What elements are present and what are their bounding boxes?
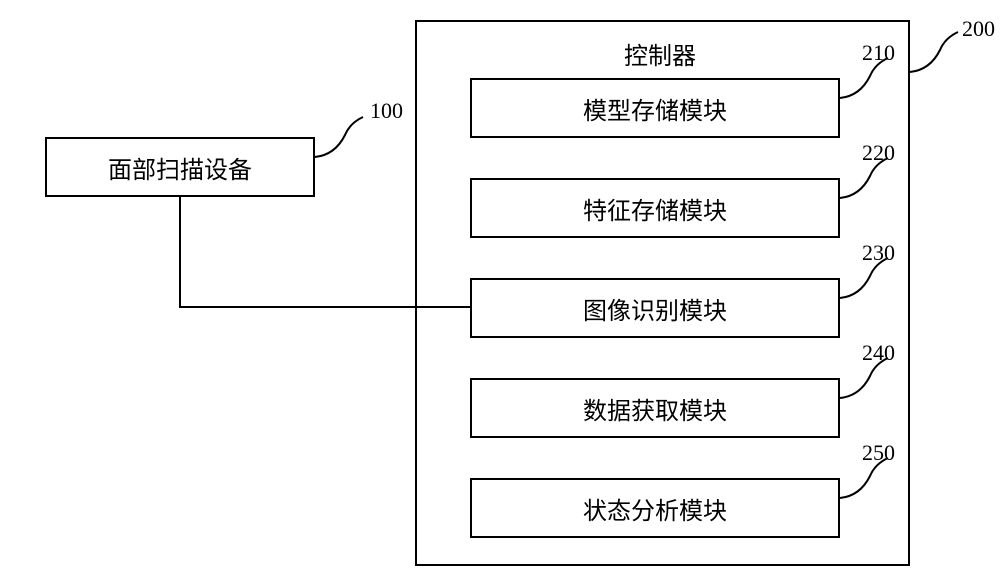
ref-230: 230 xyxy=(862,240,895,266)
left-block: 面部扫描设备 xyxy=(45,137,315,197)
module-label-3: 数据获取模块 xyxy=(583,391,727,426)
module-box-2: 图像识别模块 xyxy=(470,278,840,338)
module-label-0: 模型存储模块 xyxy=(583,91,727,126)
module-label-4: 状态分析模块 xyxy=(583,491,727,526)
ref-200: 200 xyxy=(962,16,995,42)
connector-vertical xyxy=(179,197,181,308)
module-box-1: 特征存储模块 xyxy=(470,178,840,238)
ref-250: 250 xyxy=(862,440,895,466)
ref-100: 100 xyxy=(370,98,403,124)
ref-220: 220 xyxy=(862,140,895,166)
module-box-3: 数据获取模块 xyxy=(470,378,840,438)
lead-100 xyxy=(315,115,375,160)
module-label-2: 图像识别模块 xyxy=(583,291,727,326)
left-block-label: 面部扫描设备 xyxy=(108,150,252,185)
controller-label: 控制器 xyxy=(600,36,720,71)
ref-210: 210 xyxy=(862,40,895,66)
module-box-4: 状态分析模块 xyxy=(470,478,840,538)
connector-horizontal xyxy=(179,306,470,308)
module-box-0: 模型存储模块 xyxy=(470,78,840,138)
ref-240: 240 xyxy=(862,340,895,366)
lead-200 xyxy=(910,30,965,75)
module-label-1: 特征存储模块 xyxy=(583,191,727,226)
